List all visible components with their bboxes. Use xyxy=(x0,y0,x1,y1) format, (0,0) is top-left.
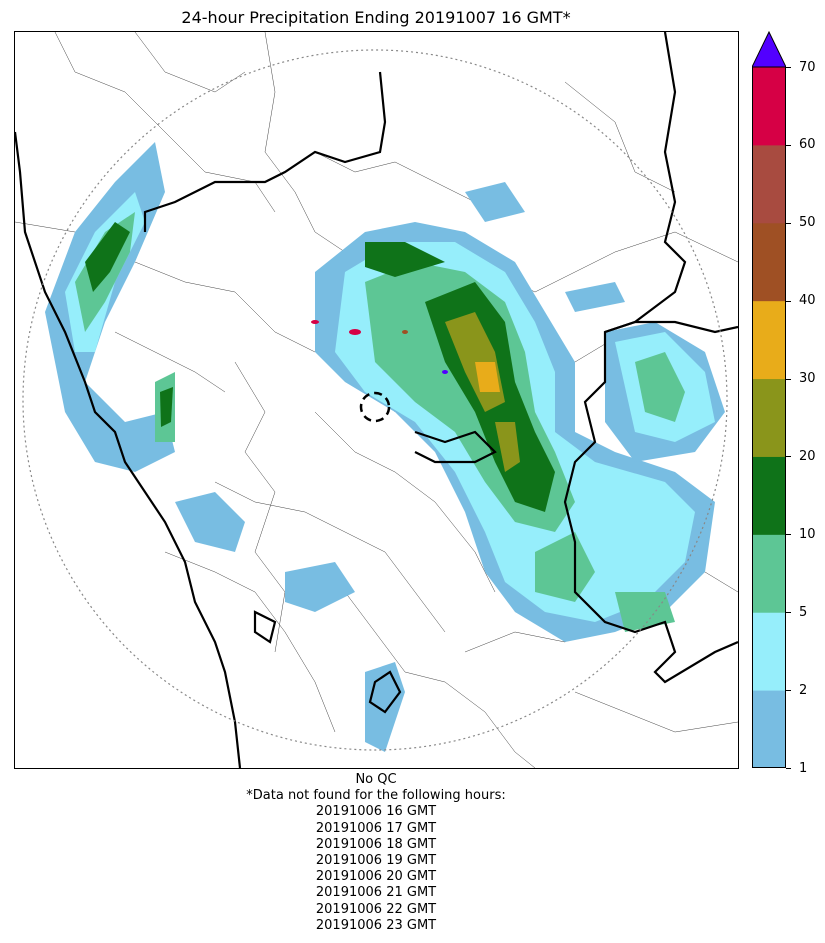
missing-hour: 20191006 16 GMT xyxy=(315,804,437,820)
map-title: 24-hour Precipitation Ending 20191007 16… xyxy=(181,8,571,27)
colorbar-tick-label: 70 xyxy=(799,59,816,75)
colorbar-tick-mark xyxy=(786,768,791,769)
colorbar-tick-mark xyxy=(786,612,791,614)
colorbar-tick-label: 5 xyxy=(799,604,808,620)
colorbar-tick-label: 20 xyxy=(799,448,816,464)
colorbar-segment xyxy=(752,690,786,768)
colorbar-segment xyxy=(752,144,786,224)
colorbar-tick-mark xyxy=(786,456,791,458)
colorbar-tick-mark xyxy=(786,378,791,380)
precip-layer-30-40 xyxy=(475,362,500,392)
colorbar-segment xyxy=(752,67,786,146)
colorbar-segment xyxy=(752,612,786,691)
range-ring xyxy=(22,49,728,751)
colorbar-tick-label: 30 xyxy=(799,371,816,387)
district-borders xyxy=(15,32,738,768)
colorbar-segment xyxy=(752,222,786,302)
qc-label: No QC xyxy=(355,772,397,787)
colorbar-tick-label: 60 xyxy=(799,137,816,153)
colorbar-tick-label: 10 xyxy=(799,526,816,542)
colorbar-tick-label: 2 xyxy=(799,682,808,698)
missing-hour: 20191006 19 GMT xyxy=(315,853,437,869)
colorbar xyxy=(752,31,786,768)
colorbar-tick-mark xyxy=(786,144,791,146)
colorbar-segment xyxy=(752,378,786,457)
footer-notes: No QC *Data not found for the following … xyxy=(0,772,752,934)
colorbar-segment xyxy=(752,534,786,613)
precip-layer-1-2 xyxy=(45,142,725,752)
precipitation-map[interactable] xyxy=(14,31,739,769)
colorbar-tick-mark xyxy=(786,222,791,224)
colorbar-tick-mark xyxy=(786,534,791,536)
colorbar-extend-arrow xyxy=(752,31,786,68)
colorbar-segment xyxy=(752,300,786,380)
missing-hour: 20191006 23 GMT xyxy=(315,917,437,933)
state-borders xyxy=(15,32,738,768)
colorbar-tick-mark xyxy=(786,300,791,302)
colorbar-tick-label: 50 xyxy=(799,215,816,231)
missing-hour: 20191006 17 GMT xyxy=(315,820,437,836)
colorbar-tick-label: 40 xyxy=(799,293,816,309)
missing-hour: 20191006 18 GMT xyxy=(315,836,437,852)
colorbar-tick-mark xyxy=(786,67,791,68)
missing-hour: 20191006 22 GMT xyxy=(315,901,437,917)
missing-data-note: *Data not found for the following hours: xyxy=(246,788,506,804)
colorbar-tick-mark xyxy=(786,690,791,692)
map-canvas xyxy=(15,32,738,768)
colorbar-tick-label: 1 xyxy=(799,760,808,776)
colorbar-segment xyxy=(752,456,786,535)
missing-hour: 20191006 20 GMT xyxy=(315,869,437,885)
precip-layer-high xyxy=(311,320,448,374)
missing-hour: 20191006 21 GMT xyxy=(315,885,437,901)
radar-site-marker xyxy=(359,391,391,423)
colorbar-outline xyxy=(752,66,786,768)
